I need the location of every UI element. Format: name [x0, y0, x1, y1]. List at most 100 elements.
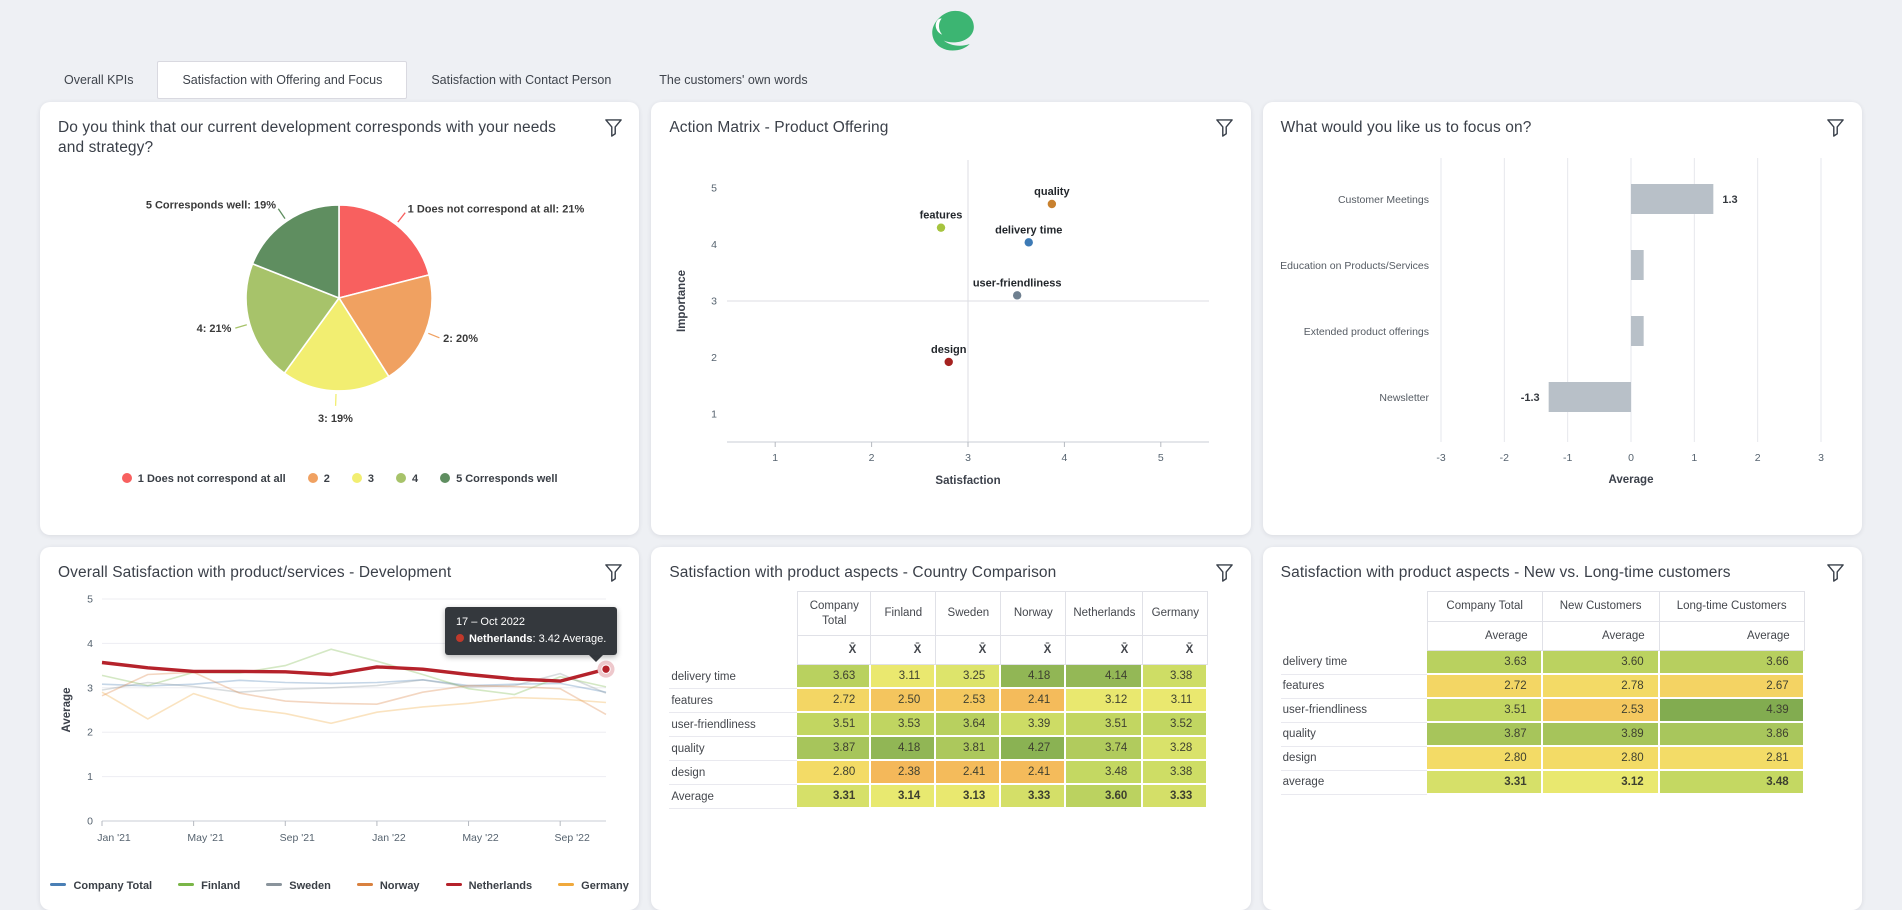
svg-text:May '22: May '22	[462, 832, 499, 844]
line-chart-svg: 0 1 2 3 4 5 Jan '21 May '21 Sep '21 Jan '22 May '2…	[61, 594, 615, 844]
scatter-point-design[interactable]	[944, 357, 954, 367]
table-cell: 3.31	[797, 785, 872, 810]
line-series-company-total[interactable]	[101, 679, 607, 694]
filter-button[interactable]	[1822, 114, 1850, 142]
svg-text:0: 0	[1628, 452, 1634, 464]
tab-the-customers-own-words[interactable]: The customers' own words	[659, 73, 808, 87]
bar-extended-product-offerings[interactable]	[1630, 316, 1644, 347]
panel-title: Overall Satisfaction with product/servic…	[58, 564, 452, 581]
table-cell: 3.51	[797, 713, 872, 738]
panel-new-vs-longtime: Satisfaction with product aspects - New …	[1262, 547, 1862, 910]
table-cell: 2.67	[1659, 674, 1805, 699]
bar-value-label: -1.3	[1520, 392, 1539, 404]
legend-swatch	[307, 473, 318, 484]
table-cell: 3.12	[1542, 770, 1660, 795]
table-cell: 2.53	[936, 689, 1002, 714]
pie-slice[interactable]	[251, 204, 340, 300]
bar-category-label: Extended product offerings	[1303, 326, 1428, 338]
svg-text:5: 5	[711, 183, 717, 195]
stat-header: Average	[1542, 621, 1660, 651]
line-series-sweden[interactable]	[101, 672, 607, 694]
filter-button[interactable]	[1211, 559, 1239, 587]
line-series-netherlands[interactable]	[101, 660, 607, 683]
legend-swatch	[395, 473, 406, 484]
newlong-table: Company Total New Customers Long-time Cust…	[1280, 591, 1805, 795]
filter-funnel-icon	[1216, 564, 1233, 582]
table-cell: 3.11	[871, 665, 937, 690]
table-row: features 2.72 2.50 2.53 2.41 3.12 3.11	[669, 689, 1209, 714]
pie-slice[interactable]	[338, 274, 433, 378]
table-row: Average 3.31 3.14 3.13 3.33 3.60 3.33	[669, 785, 1209, 810]
bar-education-on-products-services[interactable]	[1630, 250, 1644, 281]
panel-country-comparison: Satisfaction with product aspects - Coun…	[651, 547, 1251, 910]
row-label: features	[669, 689, 798, 714]
tab-bar: Overall KPIs Satisfaction with Offering a…	[0, 60, 1902, 100]
svg-text:2: 2	[87, 727, 93, 739]
highlight-point[interactable]	[601, 664, 611, 674]
legend-item: 1 Does not correspond at all	[121, 473, 286, 485]
tab-satisfaction-with-offering-and-focus[interactable]: Satisfaction with Offering and Focus	[157, 61, 408, 99]
pie-callout-label: 4: 21%	[197, 324, 232, 336]
pie-slice[interactable]	[283, 297, 390, 393]
legend-item: Netherlands	[445, 880, 532, 892]
app-header	[0, 0, 1902, 60]
pie-slice[interactable]	[338, 204, 430, 300]
table-cell: 3.11	[1143, 689, 1209, 714]
stat-header: Average	[1426, 621, 1543, 651]
legend-swatch	[178, 883, 195, 887]
tooltip-series-name: Netherlands	[468, 632, 533, 645]
table-cell: 2.41	[1001, 689, 1067, 714]
table-cell: 3.86	[1659, 722, 1805, 747]
pie-callout-label: 1 Does not correspond at all: 21%	[408, 204, 585, 216]
legend-swatch	[351, 473, 362, 484]
svg-text:-2: -2	[1499, 452, 1508, 464]
column-header: Germany	[1143, 591, 1209, 636]
filter-button[interactable]	[1211, 114, 1239, 142]
filter-button[interactable]	[599, 114, 627, 142]
bar-newsletter[interactable]	[1548, 382, 1631, 413]
line-series-finland[interactable]	[101, 648, 607, 696]
line-series-norway[interactable]	[101, 671, 607, 716]
bar-value-label: 1.3	[1722, 194, 1737, 206]
legend-item: Company Total	[50, 880, 152, 892]
filter-button[interactable]	[1822, 559, 1850, 587]
tab-overall-kpis[interactable]: Overall KPIs	[64, 73, 134, 87]
legend-item: 5 Corresponds well	[440, 473, 558, 485]
legend-item: 2	[307, 473, 330, 485]
svg-text:1: 1	[1691, 452, 1697, 464]
svg-text:1: 1	[773, 452, 779, 464]
table-cell: 3.64	[936, 713, 1002, 738]
pie-chart-svg: 1 Does not correspond at all: 21% 2: 20% 3…	[146, 200, 585, 426]
scatter-chart-area: 1 2 3 4 5 1 2 3 4 5 Satisfaction Importance quality f…	[669, 142, 1232, 501]
scatter-point-user-friendliness[interactable]	[1013, 291, 1022, 300]
filter-funnel-icon	[605, 119, 622, 137]
focus-bar-chart-svg: -3 -2 -1 0 1 2 3 Customer Meetings 1.3 Education …	[1280, 158, 1824, 486]
table-cell: 3.39	[1001, 713, 1067, 738]
svg-text:Sep '21: Sep '21	[280, 832, 315, 844]
bar-customer-meetings[interactable]	[1630, 184, 1713, 215]
panel-title: Action Matrix - Product Offering	[669, 119, 889, 136]
panel-satisfaction-development: Overall Satisfaction with product/servic…	[40, 547, 640, 910]
legend-item: Germany	[558, 880, 629, 892]
scatter-point-delivery-time[interactable]	[1024, 238, 1034, 247]
legend-label: Norway	[379, 880, 420, 893]
line-series-germany[interactable]	[101, 691, 607, 725]
pie-slice[interactable]	[245, 263, 340, 375]
filter-button[interactable]	[599, 559, 627, 587]
line-chart-area: 0 1 2 3 4 5 Jan '21 May '21 Sep '21 Jan '22 May '2…	[58, 587, 621, 876]
svg-text:2: 2	[1754, 452, 1760, 464]
row-label: design	[1280, 746, 1427, 771]
pie-callout-label: 5 Corresponds well: 19%	[146, 200, 276, 212]
svg-text:4: 4	[1062, 452, 1068, 464]
panel-title: What would you like us to focus on?	[1280, 119, 1532, 136]
tab-satisfaction-with-contact-person[interactable]: Satisfaction with Contact Person	[431, 73, 612, 87]
svg-text:May '21: May '21	[187, 832, 224, 844]
scatter-point-features[interactable]	[937, 223, 946, 233]
tooltip-date: 17 – Oct 2022	[455, 616, 526, 629]
svg-text:1: 1	[711, 408, 717, 420]
panel-focus: What would you like us to focus on? -3 -2…	[1262, 102, 1862, 535]
dashboard-grid: Do you think that our current developmen…	[0, 100, 1902, 910]
svg-text:3: 3	[1818, 452, 1824, 464]
scatter-point-quality[interactable]	[1047, 199, 1057, 209]
panel-development-question: Do you think that our current developmen…	[40, 102, 640, 535]
